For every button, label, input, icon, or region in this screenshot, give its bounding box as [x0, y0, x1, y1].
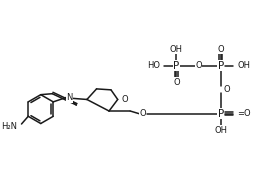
- Text: HO: HO: [147, 61, 160, 70]
- Text: P: P: [173, 61, 180, 71]
- Text: O: O: [217, 45, 224, 54]
- Text: N: N: [66, 93, 73, 102]
- Text: OH: OH: [214, 126, 227, 135]
- Text: O: O: [224, 85, 230, 94]
- Text: O: O: [195, 61, 202, 70]
- Text: =O: =O: [237, 109, 251, 118]
- Text: OH: OH: [237, 61, 250, 70]
- Text: O: O: [173, 78, 180, 87]
- Text: OH: OH: [170, 45, 183, 54]
- Text: O: O: [139, 109, 146, 118]
- Text: P: P: [218, 109, 224, 119]
- Text: H₂N: H₂N: [1, 122, 17, 131]
- Text: P: P: [218, 61, 224, 71]
- Text: O: O: [122, 95, 128, 104]
